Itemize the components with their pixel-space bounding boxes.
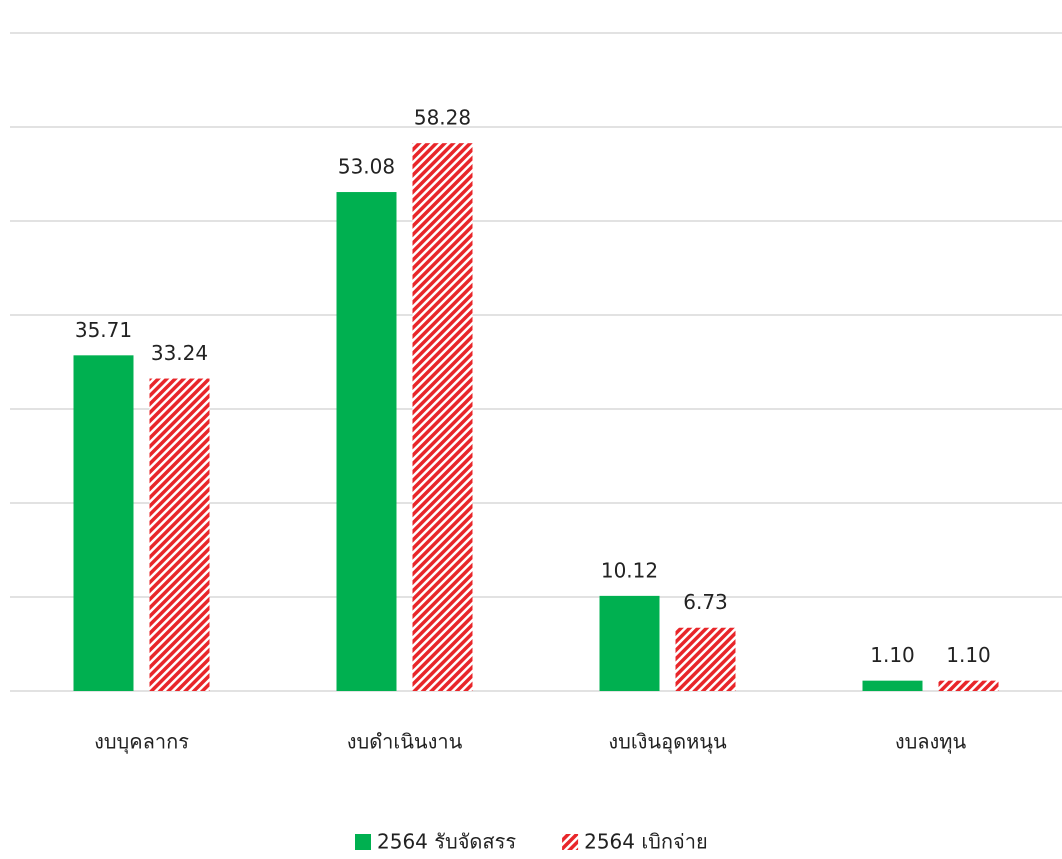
x-tick-label: งบดำเนินงาน [347, 730, 463, 754]
legend-swatch [562, 834, 578, 850]
chart: งบบุคลากร 35.71 33.24 งบดำเนินงาน 53.08 58.28… [0, 0, 1062, 859]
x-tick-label: งบเงินอุดหนุน [608, 730, 727, 755]
bar [600, 596, 660, 691]
data-label: 6.73 [683, 590, 728, 614]
data-label: 1.10 [946, 643, 991, 667]
data-label: 33.24 [151, 341, 208, 365]
bar [863, 681, 923, 691]
bar [939, 681, 999, 691]
legend-swatch [355, 834, 371, 850]
page: งบบุคลากร 35.71 33.24 งบดำเนินงาน 53.08 58.28… [0, 0, 1062, 859]
data-label: 35.71 [75, 318, 132, 342]
x-tick-label: งบลงทุน [895, 730, 967, 755]
x-tick-label: งบบุคลากร [94, 730, 189, 755]
bar [337, 192, 397, 691]
bar [676, 628, 736, 691]
data-label: 58.28 [414, 106, 471, 130]
legend-label: 2564 เบิกจ่าย [584, 830, 708, 854]
bar [413, 143, 473, 691]
legend-label: 2564 รับจัดสรร [377, 830, 516, 854]
data-label: 53.08 [338, 155, 395, 179]
data-label: 1.10 [870, 643, 915, 667]
data-label: 10.12 [601, 558, 658, 582]
bar [74, 355, 134, 691]
bar [150, 379, 210, 691]
